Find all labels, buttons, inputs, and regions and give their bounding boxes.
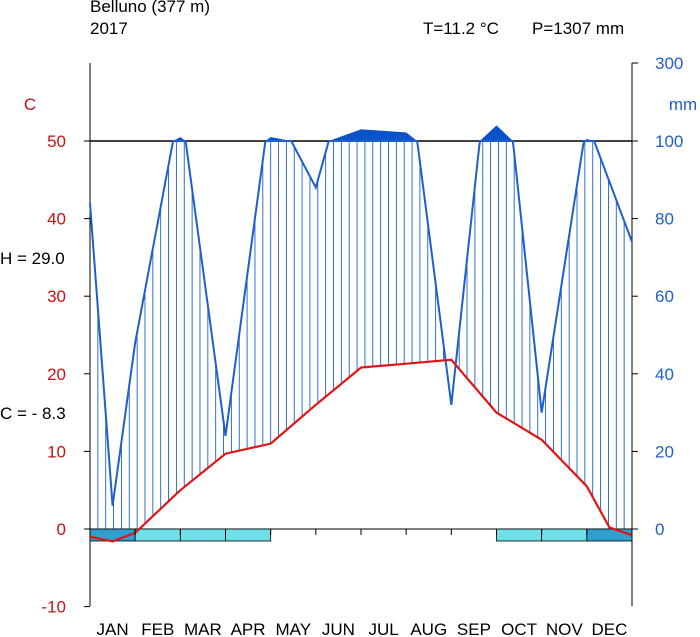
month-label-apr: APR (231, 620, 266, 637)
frost-probable-bar-nov (541, 528, 588, 542)
left-tick-label: 10 (47, 442, 66, 461)
month-label-may: MAY (275, 620, 311, 637)
station-title: Belluno (377 m) (90, 0, 211, 16)
right-tick-label: 300 (655, 54, 683, 73)
month-label-jan: JAN (97, 620, 129, 637)
frost-certain-bar-dec (586, 528, 633, 542)
month-label-oct: OCT (501, 620, 537, 637)
chart-year: 2017 (90, 19, 128, 38)
temperature-line (89, 358, 633, 543)
month-label-aug: AUG (410, 620, 447, 637)
left-tick-label: -10 (41, 598, 66, 617)
right-tick-label: 0 (655, 520, 664, 539)
month-label-mar: MAR (184, 620, 222, 637)
month-label-feb: FEB (141, 620, 174, 637)
frost-probable-bar-apr (225, 528, 272, 542)
total-precipitation: P=1307 mm (532, 19, 625, 38)
month-label-nov: NOV (546, 620, 584, 637)
month-label-sep: SEP (457, 620, 491, 637)
right-tick-label: 80 (655, 210, 674, 229)
left-tick-label: 50 (47, 132, 66, 151)
month-label-jun: JUN (322, 620, 355, 637)
right-axis-unit: mm (669, 95, 697, 114)
right-tick-label: 60 (655, 287, 674, 306)
frost-probable-bar-oct (496, 528, 543, 542)
right-tick-label: 100 (655, 132, 683, 151)
excess-precipitation-area (90, 125, 632, 141)
left-tick-label: 40 (47, 210, 66, 229)
precipitation-line (89, 140, 633, 506)
absolute-min-label: C = - 8.3 (0, 404, 66, 423)
month-label-jul: JUL (368, 620, 398, 637)
left-tick-label: 0 (57, 520, 66, 539)
absolute-max-label: H = 29.0 (0, 249, 65, 268)
frost-probable-bar-feb (134, 528, 181, 542)
right-tick-label: 20 (655, 442, 674, 461)
right-tick-label: 40 (655, 365, 674, 384)
left-axis-unit: C (24, 95, 36, 114)
month-label-dec: DEC (591, 620, 627, 637)
left-tick-label: 30 (47, 287, 66, 306)
left-tick-label: 20 (47, 365, 66, 384)
mean-temperature: T=11.2 °C (423, 19, 499, 38)
frost-probable-bar-mar (179, 528, 226, 542)
